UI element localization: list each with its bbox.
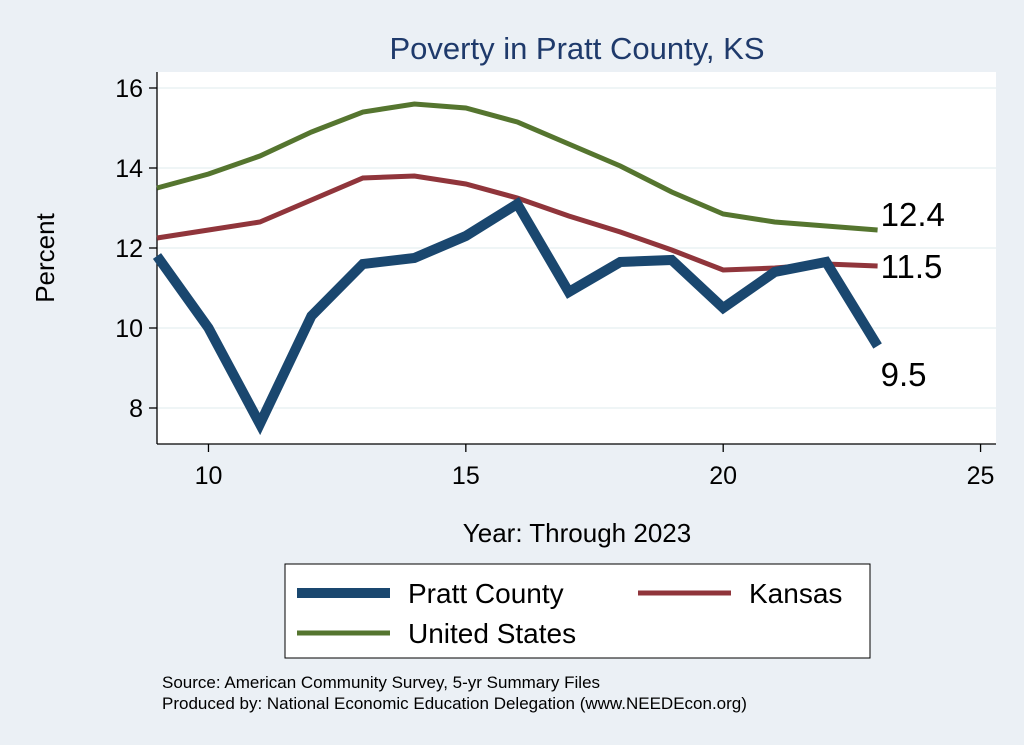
end-label-united-states: 12.4 [881,196,945,233]
x-axis-title: Year: Through 2023 [463,518,691,548]
end-labels: 9.5 11.5 12.4 [881,196,945,393]
y-ticks: 8 10 12 14 16 [115,75,157,423]
y-axis-title: Percent [30,212,60,302]
series-line-kansas [156,173,878,273]
series-line-pratt-county [152,197,882,436]
end-label-pratt-county: 9.5 [881,356,927,393]
end-label-kansas: 11.5 [881,248,943,285]
legend-box [284,563,871,659]
y-tick-label: 16 [115,75,143,103]
series-lines [152,101,882,436]
x-tick-label: 20 [709,462,737,490]
x-tick-label: 15 [452,462,480,490]
x-tick-label: 25 [967,462,995,490]
x-tick-label: 10 [195,462,223,490]
x-ticks: 10 15 20 25 [195,444,995,490]
plot-area [157,72,996,444]
series-line-united-states [156,101,878,233]
source-note: Source: American Community Survey, 5-yr … [162,673,600,692]
legend-label-pratt-county: Pratt County [408,578,564,609]
legend: Pratt County Kansas United States [284,563,871,659]
legend-label-united-states: United States [408,618,576,649]
y-tick-label: 14 [115,155,143,183]
gridlines [157,87,996,409]
produced-by-note: Produced by: National Economic Education… [162,694,747,713]
chart-title: Poverty in Pratt County, KS [389,31,764,66]
y-tick-label: 8 [129,395,143,423]
y-tick-label: 12 [115,235,143,263]
y-tick-label: 10 [115,315,143,343]
legend-label-kansas: Kansas [749,578,842,609]
